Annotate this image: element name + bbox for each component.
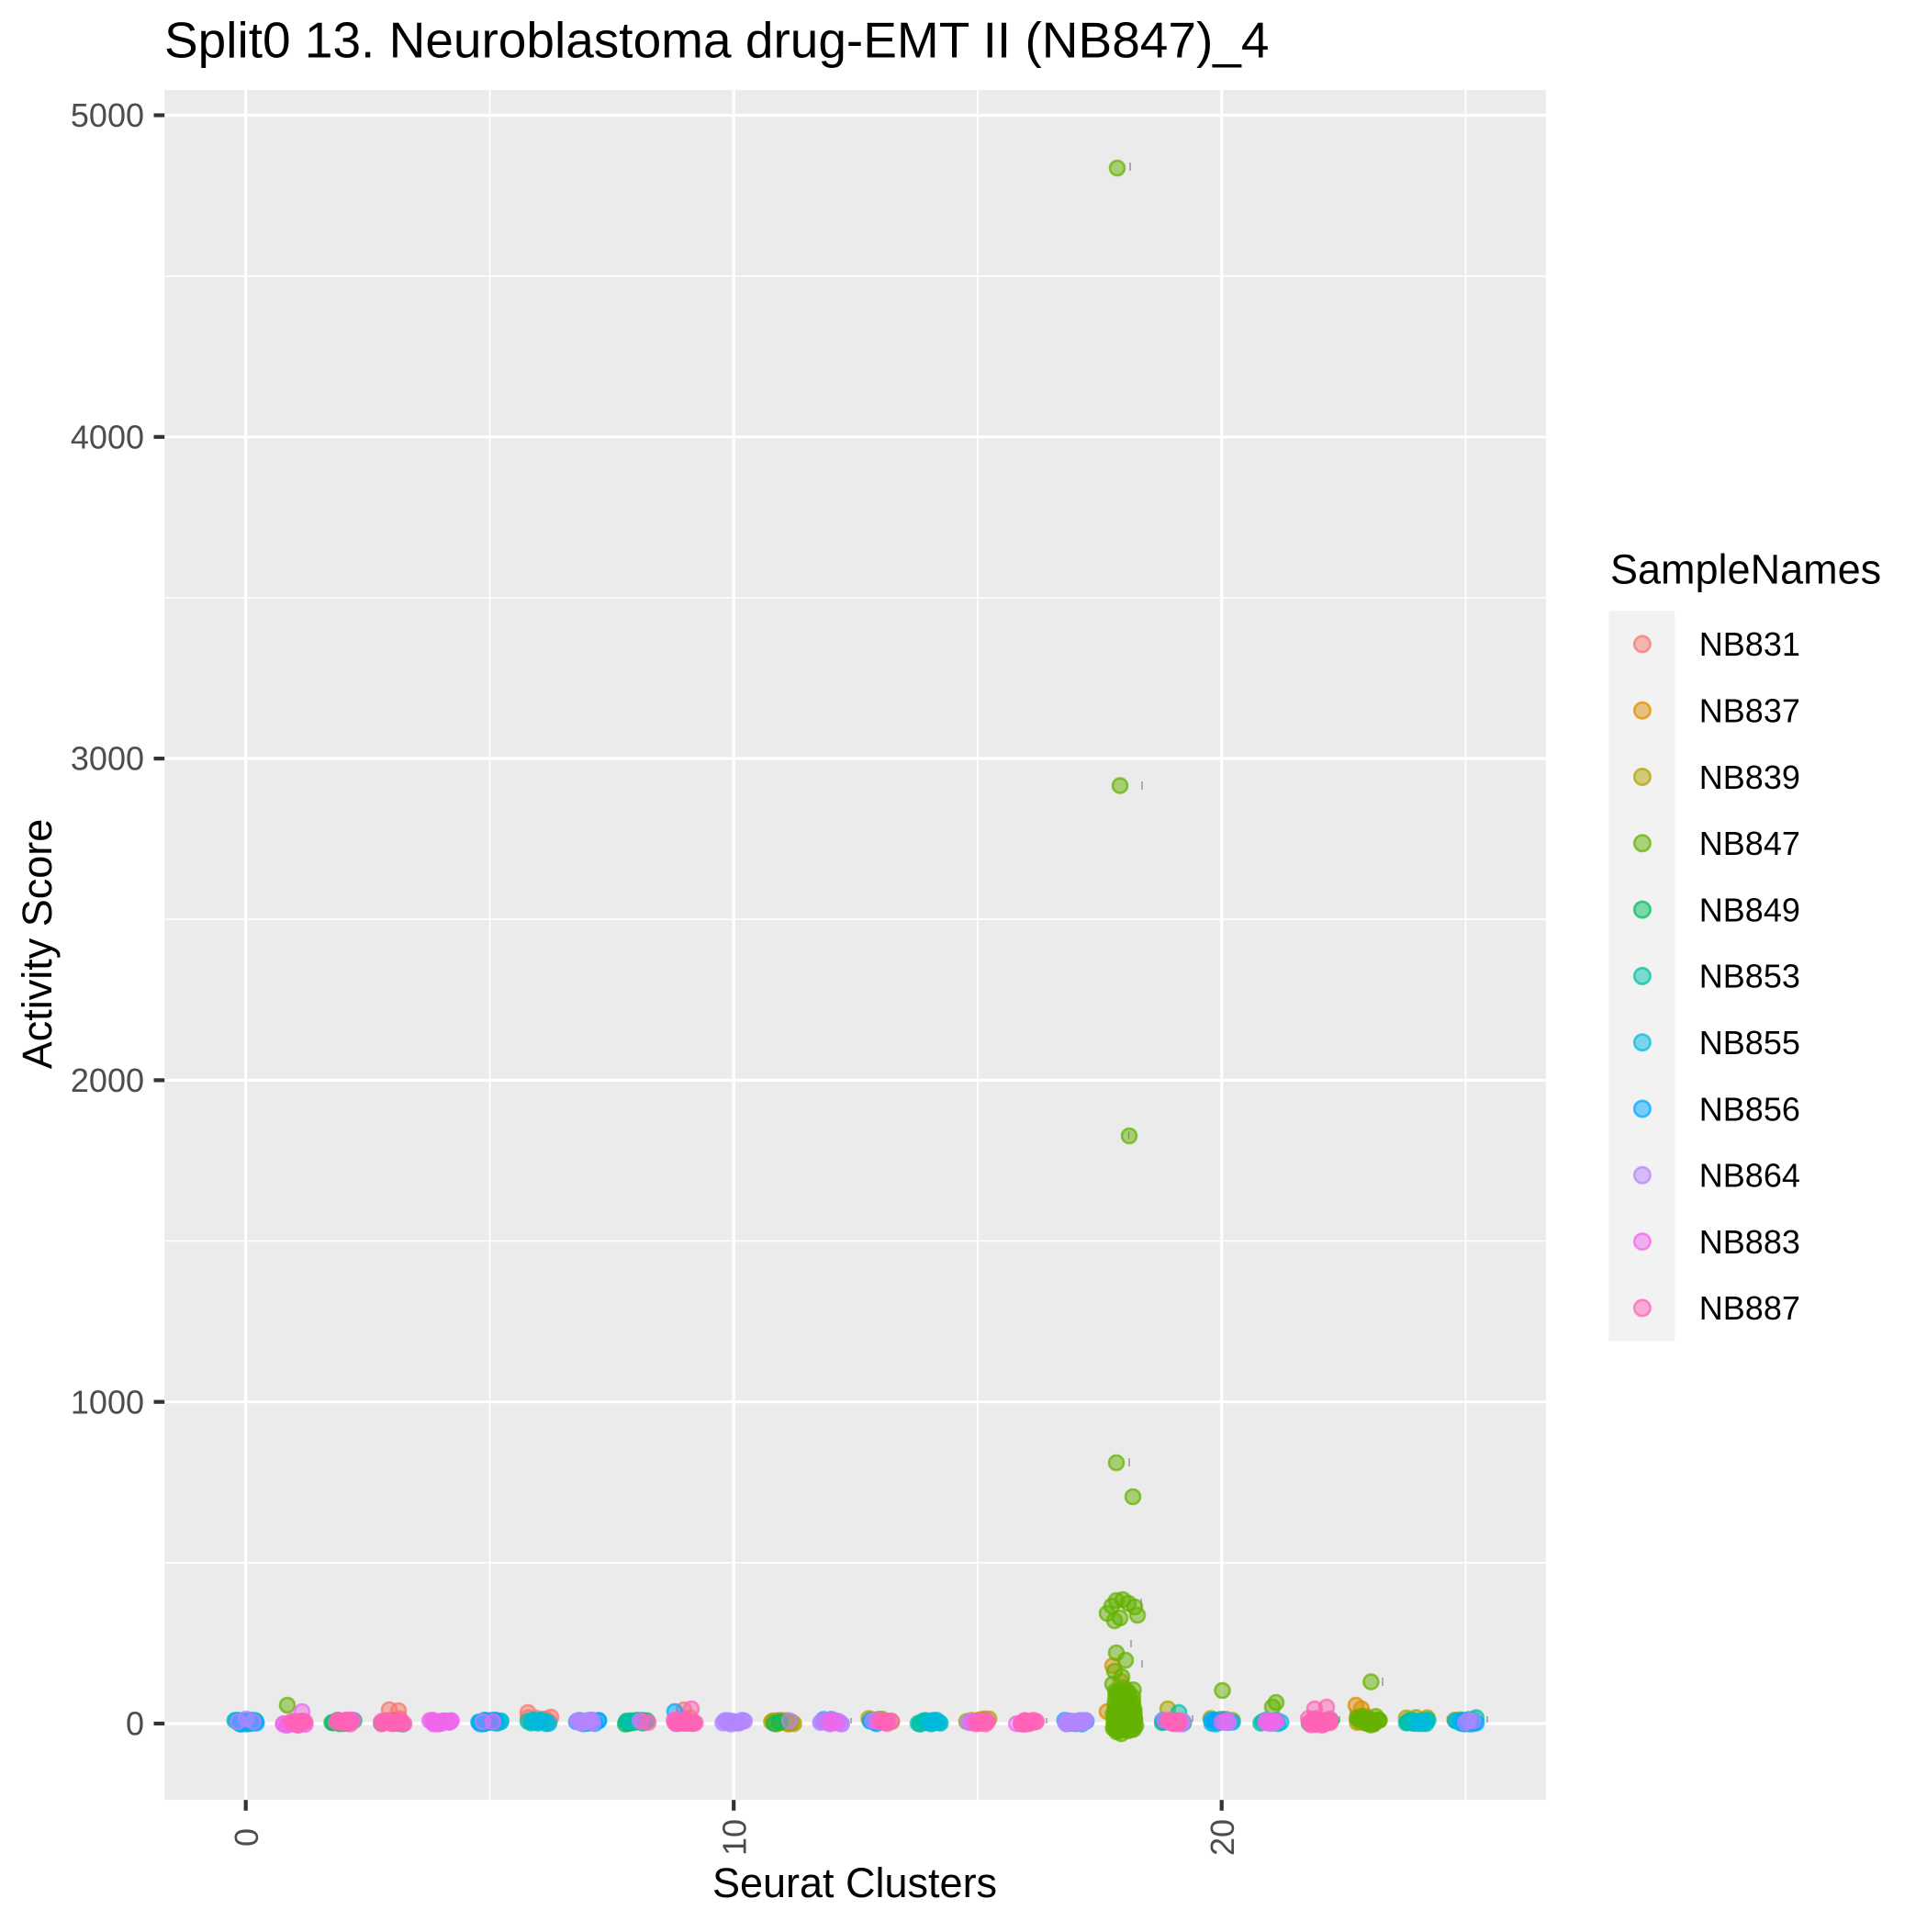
svg-text:4000: 4000 xyxy=(71,418,144,455)
svg-text:NB856: NB856 xyxy=(1699,1090,1800,1128)
svg-text:NB855: NB855 xyxy=(1699,1024,1800,1061)
svg-text:NB849: NB849 xyxy=(1699,891,1800,928)
svg-text:NB887: NB887 xyxy=(1699,1289,1800,1327)
svg-text:10: 10 xyxy=(715,1819,753,1856)
svg-text:NB831: NB831 xyxy=(1699,625,1800,663)
svg-text:0: 0 xyxy=(126,1705,144,1743)
svg-text:3000: 3000 xyxy=(71,740,144,778)
svg-text:NB883: NB883 xyxy=(1699,1223,1800,1261)
svg-text:SampleNames: SampleNames xyxy=(1610,546,1881,593)
svg-text:NB853: NB853 xyxy=(1699,958,1800,995)
svg-text:1000: 1000 xyxy=(71,1383,144,1421)
svg-text:Activity Score: Activity Score xyxy=(14,819,61,1070)
svg-text:NB864: NB864 xyxy=(1699,1157,1800,1195)
svg-text:2000: 2000 xyxy=(71,1061,144,1099)
svg-text:Split0 13. Neuroblastoma drug-: Split0 13. Neuroblastoma drug-EMT II (NB… xyxy=(164,12,1269,69)
svg-text:NB839: NB839 xyxy=(1699,758,1800,796)
svg-text:Seurat Clusters: Seurat Clusters xyxy=(712,1859,997,1906)
svg-text:5000: 5000 xyxy=(71,96,144,134)
svg-text:0: 0 xyxy=(228,1828,265,1847)
svg-text:NB837: NB837 xyxy=(1699,692,1800,730)
svg-text:NB847: NB847 xyxy=(1699,825,1800,862)
svg-text:20: 20 xyxy=(1204,1819,1241,1856)
